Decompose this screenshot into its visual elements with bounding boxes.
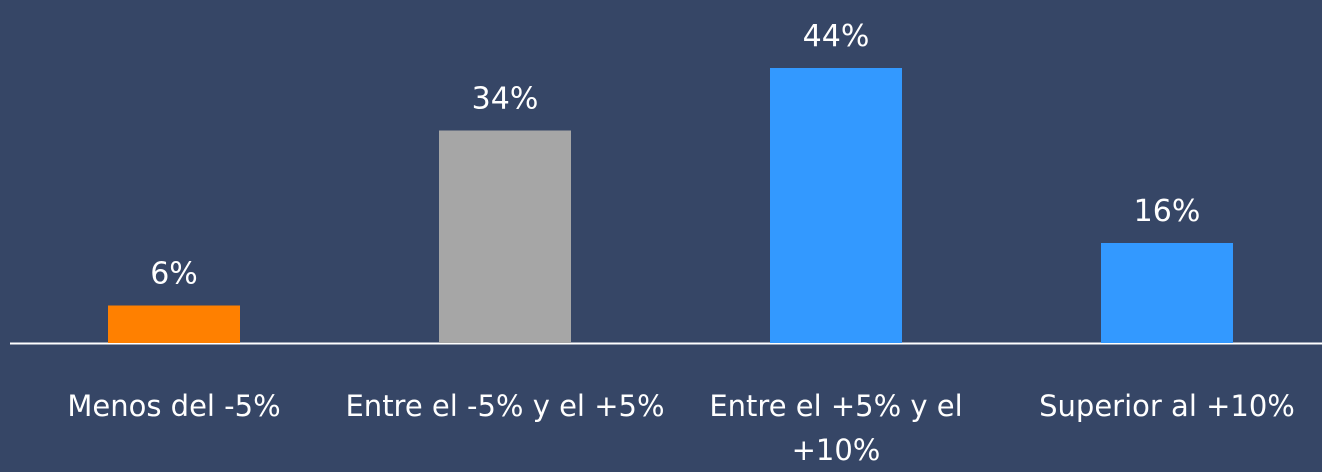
value-label: 6% (150, 257, 198, 292)
value-label: 34% (472, 82, 539, 117)
bar (439, 131, 571, 344)
bar (770, 68, 902, 343)
x-tick-label: Menos del -5% (9, 384, 340, 428)
x-tick-label: Entre el -5% y el +5% (340, 384, 671, 428)
x-tick-label: Entre el +5% y el +10% (671, 384, 1002, 472)
bar (1101, 243, 1233, 343)
bar (108, 306, 240, 344)
value-label: 44% (803, 19, 870, 54)
value-label: 16% (1134, 194, 1201, 229)
x-tick-label: Superior al +10% (1002, 384, 1322, 428)
